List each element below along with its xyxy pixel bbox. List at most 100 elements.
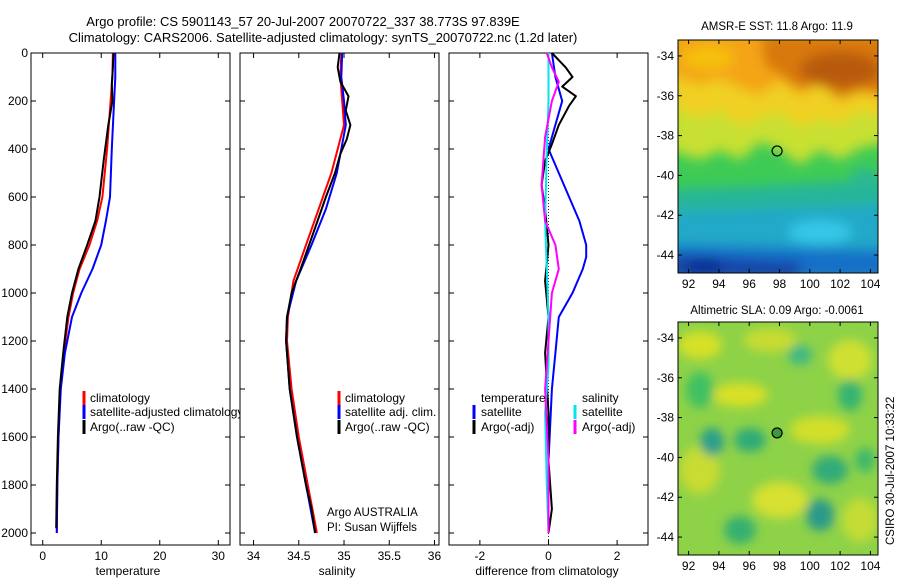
map-x-tick-label: 104 (860, 277, 880, 291)
y-tick-label: 1800 (1, 478, 28, 492)
y-tick-label: 1200 (1, 334, 28, 348)
pi-label: PI: Susan Wijffels (327, 522, 417, 534)
csiro-timestamp: CSIRO 30-Jul-2007 10:33:22 (885, 397, 897, 545)
sla-map-title: Altimetric SLA: 0.09 Argo: -0.0061 (690, 305, 863, 317)
temperature-legend: climatology satellite-adjusted climatolo… (82, 391, 243, 434)
sst-map-y-ticks: -34 -36 -38 -40 -42 -44 (657, 49, 878, 262)
map-y-tick-label: -36 (657, 89, 675, 103)
sla-map-frame (677, 321, 879, 556)
x-tick-label: 30 (212, 549, 226, 563)
y-tick-label: 400 (8, 142, 28, 156)
difference-xlabel: difference from climatology (475, 564, 618, 578)
x-tick-label: 0 (39, 549, 46, 563)
legend-label-satellite: satellite-adjusted climatology (90, 405, 243, 419)
legend-title-salinity: salinity (582, 391, 619, 405)
y-tick-label: 200 (8, 94, 28, 108)
difference-legend: temperature satellite Argo(-adj) salinit… (472, 391, 635, 434)
legend-label-climatology: climatology (90, 391, 150, 405)
y-tick-label: 1600 (1, 430, 28, 444)
difference-x-ticks: -2 0 2 (475, 53, 621, 563)
x-tick-label: 35 (337, 549, 351, 563)
map-x-tick-label: 104 (860, 559, 880, 573)
argo-australia-label: Argo AUSTRALIA (327, 507, 418, 519)
sla-map-panel: Altimetric SLA: 0.09 Argo: -0.0061 (657, 305, 881, 573)
legend-label-argo: Argo(..raw -QC) (345, 420, 430, 434)
map-x-tick-label: 92 (682, 277, 696, 291)
sst-map-title: AMSR-E SST: 11.8 Argo: 11.9 (701, 21, 853, 33)
temperature-axes-frame (30, 52, 231, 546)
x-tick-label: 34 (247, 549, 261, 563)
map-y-tick-label: -44 (657, 530, 675, 544)
map-x-tick-label: 94 (712, 559, 726, 573)
difference-panel: -2 0 2 difference from climatology tempera… (448, 52, 649, 578)
salinity-legend: climatology satellite adj. clim. Argo(..… (337, 391, 436, 434)
map-x-tick-label: 92 (682, 559, 696, 573)
temperature-series (55, 52, 117, 534)
x-tick-label: 10 (95, 549, 109, 563)
y-tick-label: 600 (8, 190, 28, 204)
argo-location-marker (771, 427, 783, 439)
figure-title-line2: Climatology: CARS2006. Satellite-adjuste… (69, 30, 578, 45)
argo-location-marker (771, 145, 783, 157)
map-x-tick-label: 100 (800, 559, 820, 573)
sst-map-panel: AMSR-E SST: 11.8 Argo: 11.9 (657, 21, 881, 291)
x-tick-label: 2 (614, 549, 621, 563)
legend-label-sal-argo: Argo(-adj) (582, 420, 635, 434)
temperature-y-ticks: 0 200 400 600 800 1000 1200 1400 1600 1800 2000 (1, 46, 230, 540)
y-tick-label: 1400 (1, 382, 28, 396)
temperature-panel: 0 200 400 600 800 1000 1200 1400 1600 1800 2000 0 1… (1, 46, 243, 578)
x-tick-label: -2 (475, 549, 486, 563)
salinity-y-ticks (240, 52, 439, 534)
map-x-tick-label: 98 (773, 559, 787, 573)
salinity-axes-frame (239, 52, 440, 546)
map-y-tick-label: -44 (657, 248, 675, 262)
y-tick-label: 1000 (1, 286, 28, 300)
map-y-tick-label: -38 (657, 129, 675, 143)
legend-title-temperature: temperature (481, 391, 546, 405)
map-x-tick-label: 96 (743, 277, 757, 291)
map-x-tick-label: 98 (773, 277, 787, 291)
temperature-x-ticks: 0 10 20 30 (39, 53, 225, 563)
sla-map-y-ticks: -34 -36 -38 -40 -42 -44 (657, 331, 878, 544)
map-x-tick-label: 102 (830, 277, 850, 291)
sla-field (678, 322, 878, 555)
difference-y-ticks (449, 52, 648, 534)
x-tick-label: 20 (153, 549, 167, 563)
x-tick-label: 34.5 (287, 549, 311, 563)
sst-field (678, 40, 878, 273)
sst-map-x-ticks: 92 94 96 98 100 102 104 (682, 40, 881, 291)
map-y-tick-label: -34 (657, 331, 675, 345)
legend-label-climatology: climatology (345, 391, 405, 405)
salinity-series (285, 52, 352, 534)
map-y-tick-label: -38 (657, 411, 675, 425)
y-tick-label: 800 (8, 238, 28, 252)
map-x-tick-label: 96 (743, 559, 757, 573)
sst-map-frame (677, 39, 879, 274)
y-tick-label: 0 (21, 46, 28, 60)
map-x-tick-label: 102 (830, 559, 850, 573)
map-y-tick-label: -36 (657, 371, 675, 385)
series-line-salinity-argo-adj (540, 52, 560, 533)
salinity-panel: 34 34.5 35 35.5 36 salinity climatology sate… (239, 52, 442, 578)
map-y-tick-label: -40 (657, 168, 675, 182)
map-x-tick-label: 94 (712, 277, 726, 291)
map-y-tick-label: -42 (657, 208, 675, 222)
x-tick-label: 35.5 (378, 549, 402, 563)
map-x-tick-label: 100 (800, 277, 820, 291)
salinity-x-ticks: 34 34.5 35 35.5 36 (247, 53, 442, 563)
legend-label-sal-satellite: satellite (582, 405, 623, 419)
map-y-tick-label: -40 (657, 450, 675, 464)
difference-series (540, 52, 588, 534)
legend-label-temp-satellite: satellite (481, 405, 522, 419)
series-line-temperature-satellite (547, 52, 588, 533)
temperature-xlabel: temperature (96, 564, 161, 578)
legend-label-argo: Argo(..raw -QC) (90, 420, 175, 434)
x-tick-label: 36 (428, 549, 442, 563)
legend-label-satellite: satellite adj. clim. (345, 405, 436, 419)
y-tick-label: 2000 (1, 526, 28, 540)
figure-title-line1: Argo profile: CS 5901143_57 20-Jul-2007 … (86, 14, 520, 29)
salinity-xlabel: salinity (319, 564, 356, 578)
map-y-tick-label: -34 (657, 49, 675, 63)
series-line-argo-raw-qc (55, 52, 115, 529)
